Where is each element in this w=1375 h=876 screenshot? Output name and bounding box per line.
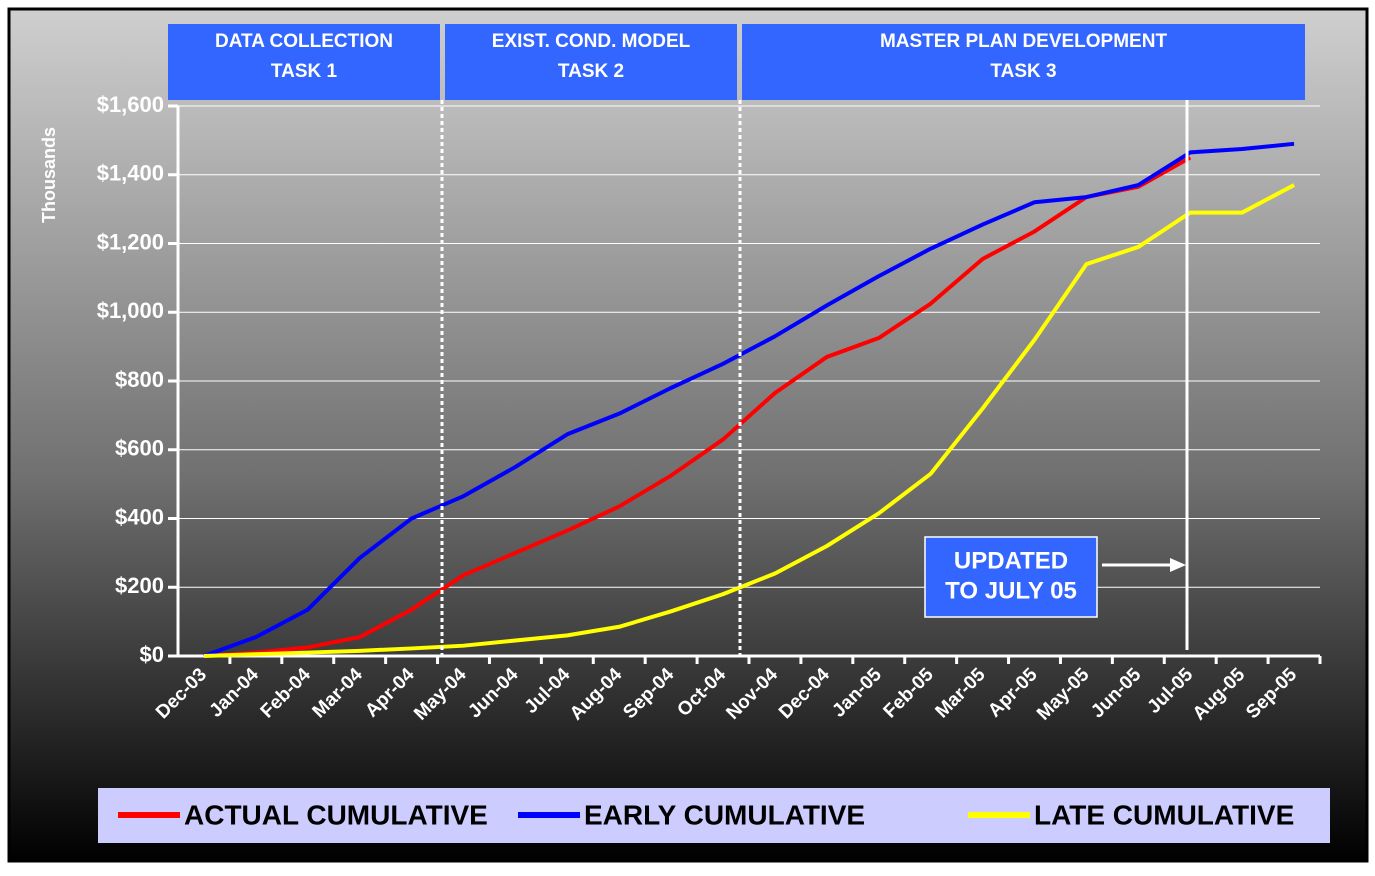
y-tick-label: $200: [115, 573, 164, 598]
annotation-arrowhead: [1170, 558, 1186, 572]
task-box: [445, 24, 737, 100]
annotation-box: [924, 536, 1098, 618]
task-box: [742, 24, 1305, 100]
y-tick-label: $400: [115, 504, 164, 529]
y-tick-label: $1,000: [97, 298, 164, 323]
y-axis-label: Thousands: [39, 127, 59, 223]
legend-label: ACTUAL CUMULATIVE: [184, 799, 488, 830]
task-label: TASK 3: [990, 61, 1056, 82]
y-tick-label: $1,400: [97, 161, 164, 186]
y-tick-label: $1,600: [97, 92, 164, 117]
legend-label: LATE CUMULATIVE: [1034, 799, 1294, 830]
chart-background: [7, 7, 1369, 863]
annotation: TO JULY 05: [945, 577, 1077, 604]
task-label: MASTER PLAN DEVELOPMENT: [880, 31, 1168, 52]
legend: [98, 788, 1330, 843]
annotation: UPDATED: [954, 547, 1068, 574]
series-line: [203, 155, 1192, 658]
task-label: EXIST. COND. MODEL: [492, 31, 691, 52]
legend-label: EARLY CUMULATIVE: [584, 799, 865, 830]
y-tick-label: $1,200: [97, 229, 164, 254]
task-label: TASK 2: [558, 61, 624, 82]
task-box: [168, 24, 440, 100]
y-tick-label: $600: [115, 436, 164, 461]
y-tick-label: $800: [115, 367, 164, 392]
task-label: TASK 1: [271, 61, 338, 82]
task-label: DATA COLLECTION: [215, 31, 393, 52]
series-line: [203, 183, 1295, 658]
task-headers: DATA COLLECTION TASK 1 EXIST. COND. MODEL T…: [168, 24, 1305, 100]
series-line: [203, 141, 1295, 658]
y-tick-label: $0: [140, 642, 164, 667]
